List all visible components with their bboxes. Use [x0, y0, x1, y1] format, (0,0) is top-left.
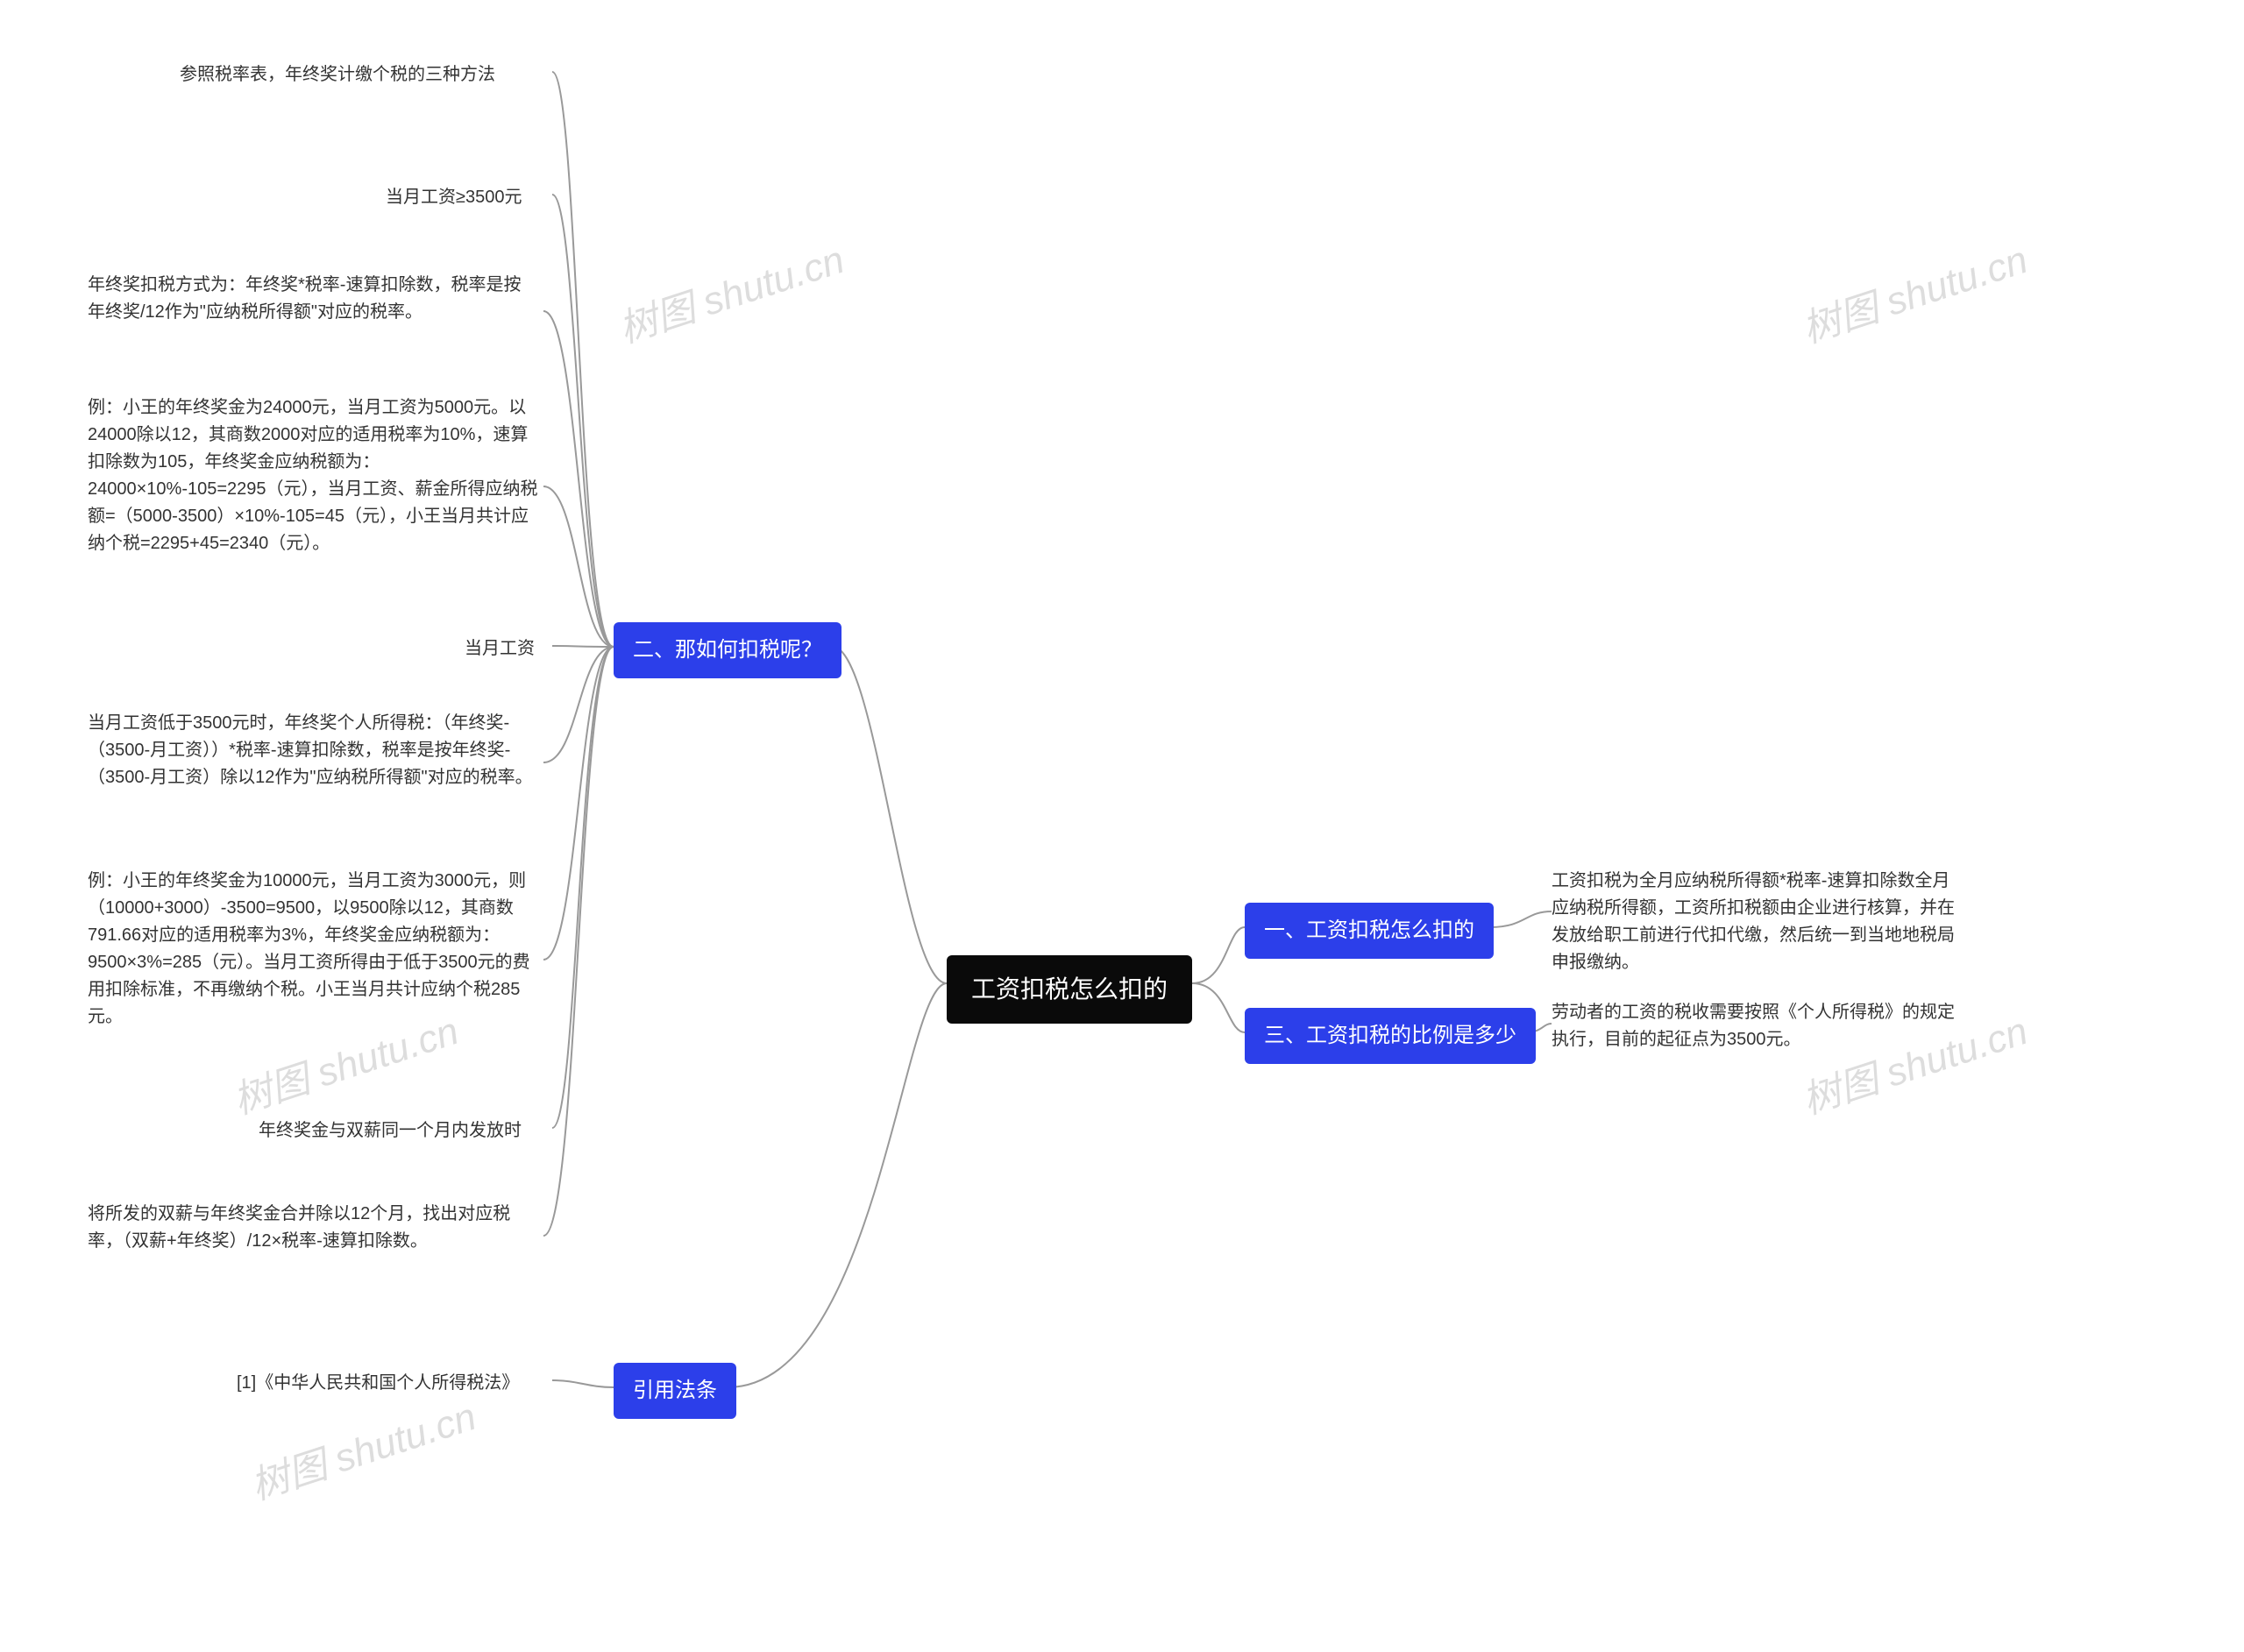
- branch-left-reference[interactable]: 引用法条: [614, 1363, 736, 1419]
- leaf-left-4: 当月工资: [465, 635, 535, 662]
- leaf-left-8: 将所发的双薪与年终奖金合并除以12个月，找出对应税率，（双薪+年终奖）/12×税…: [88, 1201, 543, 1255]
- leaf-left-3: 例：小王的年终奖金为24000元，当月工资为5000元。以24000除以12，其…: [88, 394, 543, 557]
- leaf-left-1: 当月工资≥3500元: [386, 184, 522, 210]
- watermark-0: 树图 shutu.cn: [611, 228, 850, 353]
- leaf-left-5: 当月工资低于3500元时，年终奖个人所得税：（年终奖-（3500-月工资））*税…: [88, 710, 543, 791]
- leaf-right-1-0: 工资扣税为全月应纳税所得额*税率-速算扣除数全月应纳税所得额，工资所扣税额由企业…: [1552, 868, 1964, 976]
- branch-left-how[interactable]: 二、那如何扣税呢？: [614, 622, 842, 678]
- leaf-left-2: 年终奖扣税方式为：年终奖*税率-速算扣除数，税率是按年终奖/12作为"应纳税所得…: [88, 272, 535, 326]
- leaf-reference-0: [1]《中华人民共和国个人所得税法》: [237, 1370, 519, 1396]
- leaf-left-7: 年终奖金与双薪同一个月内发放时: [259, 1117, 522, 1144]
- leaf-left-0: 参照税率表，年终奖计缴个税的三种方法: [180, 61, 495, 88]
- leaf-right-2-0: 劳动者的工资的税收需要按照《个人所得税》的规定执行，目前的起征点为3500元。: [1552, 999, 1964, 1053]
- branch-right-2[interactable]: 三、工资扣税的比例是多少: [1245, 1008, 1536, 1064]
- leaf-left-6: 例：小王的年终奖金为10000元，当月工资为3000元，则（10000+3000…: [88, 868, 543, 1031]
- watermark-4: 树图 shutu.cn: [243, 1385, 482, 1510]
- branch-right-1[interactable]: 一、工资扣税怎么扣的: [1245, 903, 1494, 959]
- mindmap-connectors: [0, 0, 2244, 1652]
- root-node[interactable]: 工资扣税怎么扣的: [947, 955, 1192, 1024]
- watermark-1: 树图 shutu.cn: [1794, 228, 2034, 353]
